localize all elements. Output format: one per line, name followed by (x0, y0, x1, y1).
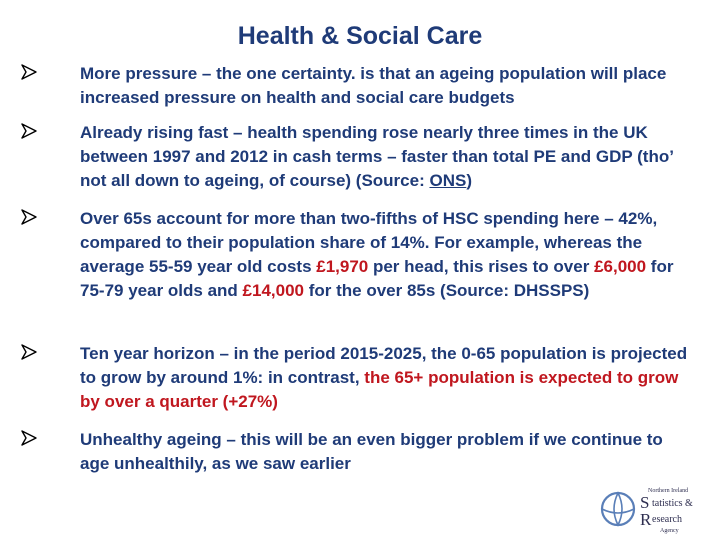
bullet-heading: Ten year horizon (80, 344, 215, 363)
logo-small-text: Northern Ireland (648, 488, 688, 494)
bullet-text: Ten year horizon – in the period 2015-20… (80, 342, 692, 414)
bullet-heading: Unhealthy ageing (80, 430, 222, 449)
bullet-body: – this will be an even bigger problem if… (80, 430, 663, 473)
logo-letter-s: S (640, 493, 649, 512)
bullet-body: – in the period 2015-2025, the 0-65 popu… (80, 344, 688, 387)
bullet-body-end: ) (466, 171, 472, 190)
bullet-emphasis: the 65+ population is expected to grow b… (80, 368, 679, 411)
bullet-heading: Already rising fast (80, 123, 229, 142)
logo-statistics-text: tatistics & (652, 498, 693, 509)
nisra-logo: Northern Ireland S tatistics & R esearch… (600, 488, 693, 534)
bullet-text: More pressure – the one certainty. is th… (80, 62, 692, 110)
bullet-body: Over 65s account for more than two-fifth… (80, 209, 658, 276)
bullet-body: – the one certainty. is that an ageing p… (80, 64, 667, 107)
bullet-body: for the over 85s (Source: DHSSPS) (303, 281, 590, 300)
bullet-text: Already rising fast – health spending ro… (80, 121, 692, 193)
bullet-heading: More pressure (80, 64, 198, 83)
arrow-bullet-icon (21, 123, 37, 139)
bullet-body: per head, this rises to over (368, 257, 595, 276)
logo-emblem-icon (600, 491, 636, 527)
bullet-text: Over 65s account for more than two-fifth… (80, 207, 692, 303)
cost-55-59-value: £1,970 (316, 257, 369, 276)
logo-letter-r: R (640, 510, 652, 529)
bullet-text: Unhealthy ageing – this will be an even … (80, 428, 692, 476)
cost-85-plus-value: £14,000 (242, 281, 304, 300)
arrow-bullet-icon (21, 430, 37, 446)
arrow-bullet-icon (21, 64, 37, 80)
logo-research-text: esearch (652, 514, 682, 525)
bullet-body: – health spending rose nearly three time… (80, 123, 673, 190)
arrow-bullet-icon (21, 344, 37, 360)
cost-75-79-value: £6,000 (594, 257, 647, 276)
arrow-bullet-icon (21, 209, 37, 225)
ons-source-link[interactable]: ONS (429, 171, 467, 190)
logo-agency-text: Agency (660, 528, 679, 534)
page-title: Health & Social Care (237, 22, 483, 50)
bullet-body: for 75-79 year olds and (80, 257, 674, 300)
